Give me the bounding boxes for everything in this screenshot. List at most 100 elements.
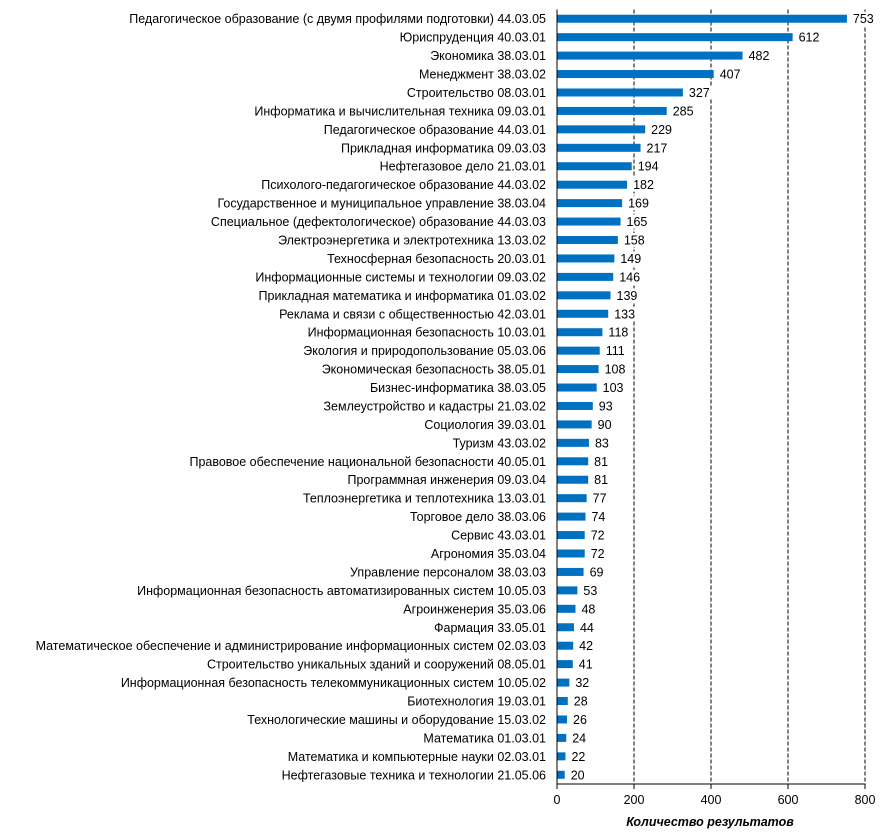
value-label-bg [850, 11, 877, 26]
value-label: 74 [591, 510, 605, 524]
category-label: Нефтегазовые техника и технологии 21.05.… [282, 768, 546, 782]
category-label: Строительство 08.03.01 [407, 86, 546, 100]
category-label: Педагогическое образование 44.03.01 [324, 123, 546, 137]
category-label: Информатика и вычислительная техника 09.… [254, 104, 546, 118]
value-label-bg [602, 362, 629, 377]
category-label: Туризм 43.03.02 [453, 436, 546, 450]
bar [557, 162, 632, 171]
bar [557, 660, 573, 669]
bar [557, 770, 565, 779]
category-labels: Педагогическое образование (с двумя проф… [36, 12, 546, 782]
value-label-bg [746, 48, 773, 63]
value-label: 72 [591, 547, 605, 561]
category-label: Математическое обеспечение и администрир… [36, 639, 546, 653]
category-label: Правовое обеспечение национальной безопа… [189, 455, 546, 469]
bar [557, 328, 603, 337]
value-label-bg [796, 30, 823, 45]
category-label: Информационная безопасность телекоммуник… [121, 676, 546, 690]
value-label: 407 [720, 68, 741, 82]
axes [556, 9, 866, 789]
value-label-bg [618, 251, 644, 266]
value-label: 108 [605, 363, 626, 377]
value-label-bg [717, 67, 744, 82]
value-label-bg [592, 435, 612, 450]
x-tick-labels: 0 200 400 600 800 [554, 793, 876, 807]
category-label: Электроэнергетика и электротехника 13.03… [278, 234, 546, 248]
bar [557, 217, 621, 226]
value-label: 482 [749, 49, 770, 63]
category-label: Технологические машины и оборудование 15… [247, 713, 546, 727]
category-label: Социология 39.03.01 [424, 418, 546, 432]
bar [557, 383, 597, 392]
bar [557, 604, 576, 613]
value-label: 83 [595, 436, 609, 450]
category-label: Реклама и связи с общественностью 42.03.… [279, 307, 546, 321]
value-label: 48 [581, 602, 595, 616]
x-axis-title: Количество результатов [626, 815, 794, 829]
value-label: 53 [583, 584, 597, 598]
bar [557, 697, 568, 706]
bars [557, 14, 847, 779]
value-label: 41 [579, 658, 593, 672]
bar [557, 143, 641, 152]
value-label: 81 [594, 455, 608, 469]
value-label: 90 [598, 418, 612, 432]
value-label: 118 [608, 326, 628, 340]
value-label-bg [603, 343, 630, 358]
value-label: 69 [590, 565, 604, 579]
bar [557, 420, 592, 429]
value-label-bg [670, 103, 697, 118]
value-label-bg [631, 177, 657, 192]
category-label: Прикладная математика и информатика 01.0… [259, 289, 546, 303]
value-label: 753 [853, 12, 874, 26]
value-label-bg [569, 749, 588, 764]
category-label: Фармация 33.05.01 [434, 621, 546, 635]
bar [557, 715, 568, 724]
bar [557, 401, 593, 410]
value-label-bg [686, 85, 713, 100]
category-label: Математика 01.03.01 [423, 731, 546, 745]
bar [557, 365, 599, 374]
bar [557, 70, 714, 79]
value-label: 165 [627, 215, 648, 229]
category-label: Сервис 43.03.01 [451, 529, 546, 543]
value-label-bg [576, 657, 596, 672]
x-tick-label: 0 [554, 793, 561, 807]
bar [557, 586, 578, 595]
bar [557, 14, 847, 23]
value-label: 194 [638, 160, 659, 174]
category-label: Агрономия 35.03.04 [431, 547, 546, 561]
x-tick-label: 400 [701, 793, 722, 807]
value-label-bg [573, 675, 592, 690]
category-label: Землеустройство и кадастры 21.03.02 [323, 399, 546, 413]
value-label: 28 [574, 695, 588, 709]
value-label-bg [592, 454, 611, 469]
bar [557, 475, 589, 484]
value-label: 22 [571, 750, 585, 764]
value-label-bg [577, 620, 597, 635]
value-label: 81 [594, 473, 608, 487]
bar [557, 51, 743, 60]
category-label: Педагогическое образование (с двумя проф… [129, 12, 546, 26]
bar [557, 494, 587, 503]
bar [557, 457, 589, 466]
bar [557, 346, 600, 355]
value-label: 44 [580, 621, 594, 635]
bar [557, 254, 615, 263]
value-label: 612 [799, 31, 820, 45]
category-label: Экология и природопользование 05.03.06 [303, 344, 546, 358]
value-label-bg [588, 528, 608, 543]
value-label-bg [571, 712, 590, 727]
category-label: Строительство уникальных зданий и сооруж… [207, 658, 546, 672]
bar [557, 678, 570, 687]
x-tick-label: 800 [855, 793, 876, 807]
value-label-bg [595, 417, 615, 432]
value-label-bg [600, 380, 627, 395]
bar [557, 272, 614, 281]
bar [557, 641, 574, 650]
category-label: Государственное и муниципальное управлен… [217, 197, 546, 211]
bar [557, 236, 618, 245]
bar [557, 106, 667, 115]
